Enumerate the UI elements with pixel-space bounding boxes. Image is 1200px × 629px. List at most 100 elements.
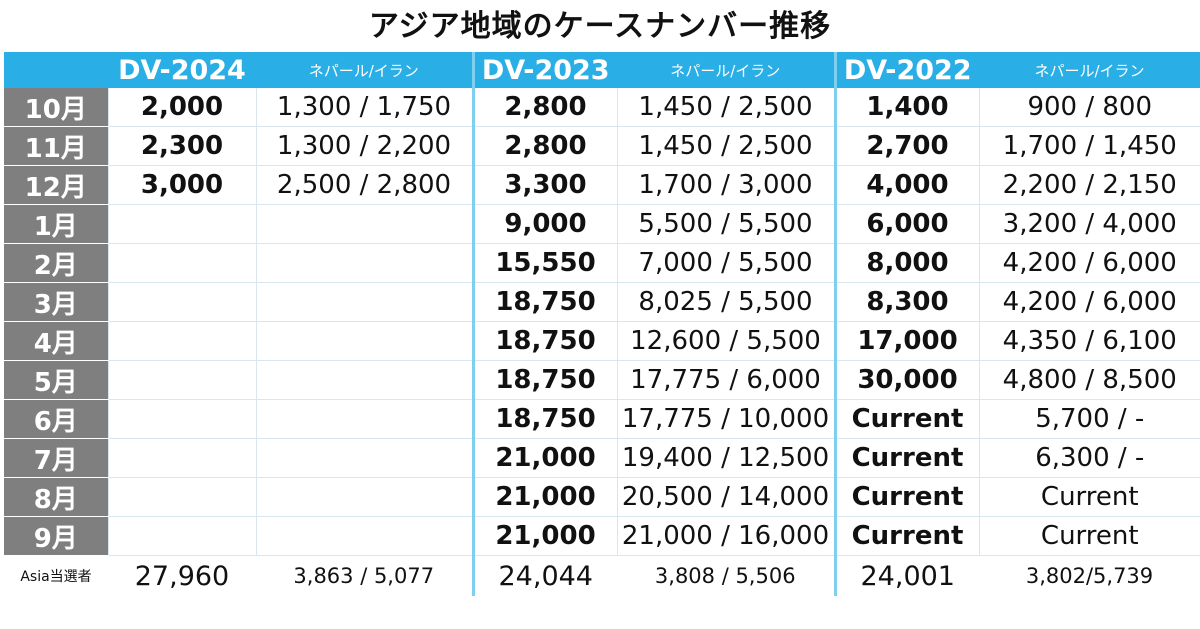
header-corner	[4, 52, 108, 88]
month-label: 5月	[4, 360, 108, 400]
header-row: DV-2024 ネパール/イラン DV-2023 ネパール/イラン DV-202…	[4, 52, 1200, 88]
nepal-iran-cell: 900 / 800	[978, 88, 1200, 127]
nepal-iran-cell: 2,200 / 2,150	[978, 165, 1200, 205]
nepal-iran-cell	[255, 438, 473, 478]
nepal-iran-cell: 5,500 / 5,500	[616, 204, 835, 244]
table-row: 2月 15,550 7,000 / 5,500 8,000 4,200 / 6,000	[4, 243, 1200, 283]
case-number-cell: Current	[833, 399, 979, 439]
nepal-iran-cell: 1,300 / 1,750	[255, 88, 473, 127]
nepal-iran-cell	[255, 243, 473, 283]
table-row: 12月 3,000 2,500 / 2,800 3,300 1,700 / 3,000 4…	[4, 165, 1200, 205]
case-number-cell: 6,000	[833, 204, 979, 244]
nepal-iran-cell: 21,000 / 16,000	[616, 516, 835, 556]
table-row: 3月 18,750 8,025 / 5,500 8,300 4,200 / 6,000	[4, 282, 1200, 322]
month-label: 11月	[4, 126, 108, 166]
month-label: 10月	[4, 88, 108, 127]
case-number-cell: Current	[833, 516, 979, 556]
table-row: 9月 21,000 21,000 / 16,000 Current Current	[4, 516, 1200, 556]
page-title: アジア地域のケースナンバー推移	[368, 9, 832, 44]
nepal-iran-cell	[255, 516, 473, 556]
header-sub-3: ネパール/イラン	[979, 52, 1200, 88]
footer-cell: 3,802/5,739	[1025, 564, 1154, 588]
month-label: 2月	[4, 243, 108, 283]
case-number-cell	[107, 399, 256, 439]
nepal-iran-cell: 6,300 / -	[978, 438, 1200, 478]
case-number-cell: 17,000	[833, 321, 979, 361]
table-row: 8月 21,000 20,500 / 14,000 Current Current	[4, 477, 1200, 517]
nepal-iran-cell: 4,350 / 6,100	[978, 321, 1200, 361]
nepal-iran-cell: 1,700 / 3,000	[616, 165, 835, 205]
nepal-iran-cell: 2,500 / 2,800	[255, 165, 473, 205]
nepal-iran-cell	[255, 477, 473, 517]
case-number-cell	[107, 243, 256, 283]
month-label: 12月	[4, 165, 108, 205]
case-number-table: DV-2024 ネパール/イラン DV-2023 ネパール/イラン DV-202…	[4, 52, 1200, 596]
header-sub-2: ネパール/イラン	[617, 52, 835, 88]
nepal-iran-cell	[255, 321, 473, 361]
nepal-iran-cell: 7,000 / 5,500	[616, 243, 835, 283]
nepal-iran-cell: 17,775 / 6,000	[616, 360, 835, 400]
header-year-3: DV-2022	[833, 52, 979, 88]
case-number-cell: 4,000	[833, 165, 979, 205]
case-number-cell: 21,000	[471, 438, 617, 478]
nepal-iran-cell: Current	[978, 516, 1200, 556]
footer-cell: 24,001	[833, 555, 979, 596]
case-number-cell: 15,550	[471, 243, 617, 283]
case-number-cell: 2,000	[107, 88, 256, 127]
nepal-iran-cell: 17,775 / 10,000	[616, 399, 835, 439]
case-number-cell	[107, 360, 256, 400]
case-number-cell: 2,800	[471, 88, 617, 127]
case-number-cell: 18,750	[471, 399, 617, 439]
nepal-iran-cell	[255, 282, 473, 322]
case-number-cell: 2,700	[833, 126, 979, 166]
nepal-iran-cell: 20,500 / 14,000	[616, 477, 835, 517]
nepal-iran-cell	[255, 204, 473, 244]
footer-row: Asia当選者 27,960 3,863 / 5,077 24,044 3,80…	[4, 555, 1200, 596]
case-number-cell: 2,800	[471, 126, 617, 166]
nepal-iran-cell: 4,200 / 6,000	[978, 282, 1200, 322]
nepal-iran-cell: 8,025 / 5,500	[616, 282, 835, 322]
table-row: 1月 9,000 5,500 / 5,500 6,000 3,200 / 4,000	[4, 204, 1200, 244]
nepal-iran-cell: 19,400 / 12,500	[616, 438, 835, 478]
nepal-iran-cell: 4,800 / 8,500	[978, 360, 1200, 400]
table-row: 4月 18,750 12,600 / 5,500 17,000 4,350 / 6,10…	[4, 321, 1200, 361]
table-row: 6月 18,750 17,775 / 10,000 Current 5,700 / -	[4, 399, 1200, 439]
case-number-cell: Current	[833, 438, 979, 478]
nepal-iran-cell: 3,200 / 4,000	[978, 204, 1200, 244]
month-label: 1月	[4, 204, 108, 244]
case-number-cell: 18,750	[471, 282, 617, 322]
case-number-cell: 8,000	[833, 243, 979, 283]
footer-cell: 24,044	[471, 555, 617, 596]
case-number-cell	[107, 282, 256, 322]
footer-label: Asia当選者	[20, 569, 92, 585]
nepal-iran-cell: 5,700 / -	[978, 399, 1200, 439]
case-number-cell: 9,000	[471, 204, 617, 244]
footer-cell: 27,960	[134, 560, 230, 592]
case-number-cell: 8,300	[833, 282, 979, 322]
table-row: 7月 21,000 19,400 / 12,500 Current 6,300 / -	[4, 438, 1200, 478]
table-row: 5月 18,750 17,775 / 6,000 30,000 4,800 / 8,50…	[4, 360, 1200, 400]
month-label: 9月	[4, 516, 108, 556]
month-label: 3月	[4, 282, 108, 322]
case-number-cell: 18,750	[471, 321, 617, 361]
footer-cell: 3,863 / 5,077	[293, 564, 435, 588]
table-row: 11月 2,300 1,300 / 2,200 2,800 1,450 / 2,500 2…	[4, 126, 1200, 166]
case-number-cell: 21,000	[471, 477, 617, 517]
nepal-iran-cell: 1,300 / 2,200	[255, 126, 473, 166]
nepal-iran-cell	[255, 360, 473, 400]
case-number-cell	[107, 438, 256, 478]
header-year-2: DV-2023	[471, 52, 617, 88]
nepal-iran-cell: 1,450 / 2,500	[616, 88, 835, 127]
nepal-iran-cell: 12,600 / 5,500	[616, 321, 835, 361]
case-number-cell: 21,000	[471, 516, 617, 556]
case-number-cell	[107, 321, 256, 361]
nepal-iran-cell: Current	[978, 477, 1200, 517]
case-number-cell	[107, 477, 256, 517]
nepal-iran-cell: 1,450 / 2,500	[616, 126, 835, 166]
nepal-iran-cell	[255, 399, 473, 439]
month-label: 4月	[4, 321, 108, 361]
month-label: 8月	[4, 477, 108, 517]
header-sub-1: ネパール/イラン	[256, 52, 473, 88]
case-number-cell: 30,000	[833, 360, 979, 400]
case-number-cell	[107, 516, 256, 556]
